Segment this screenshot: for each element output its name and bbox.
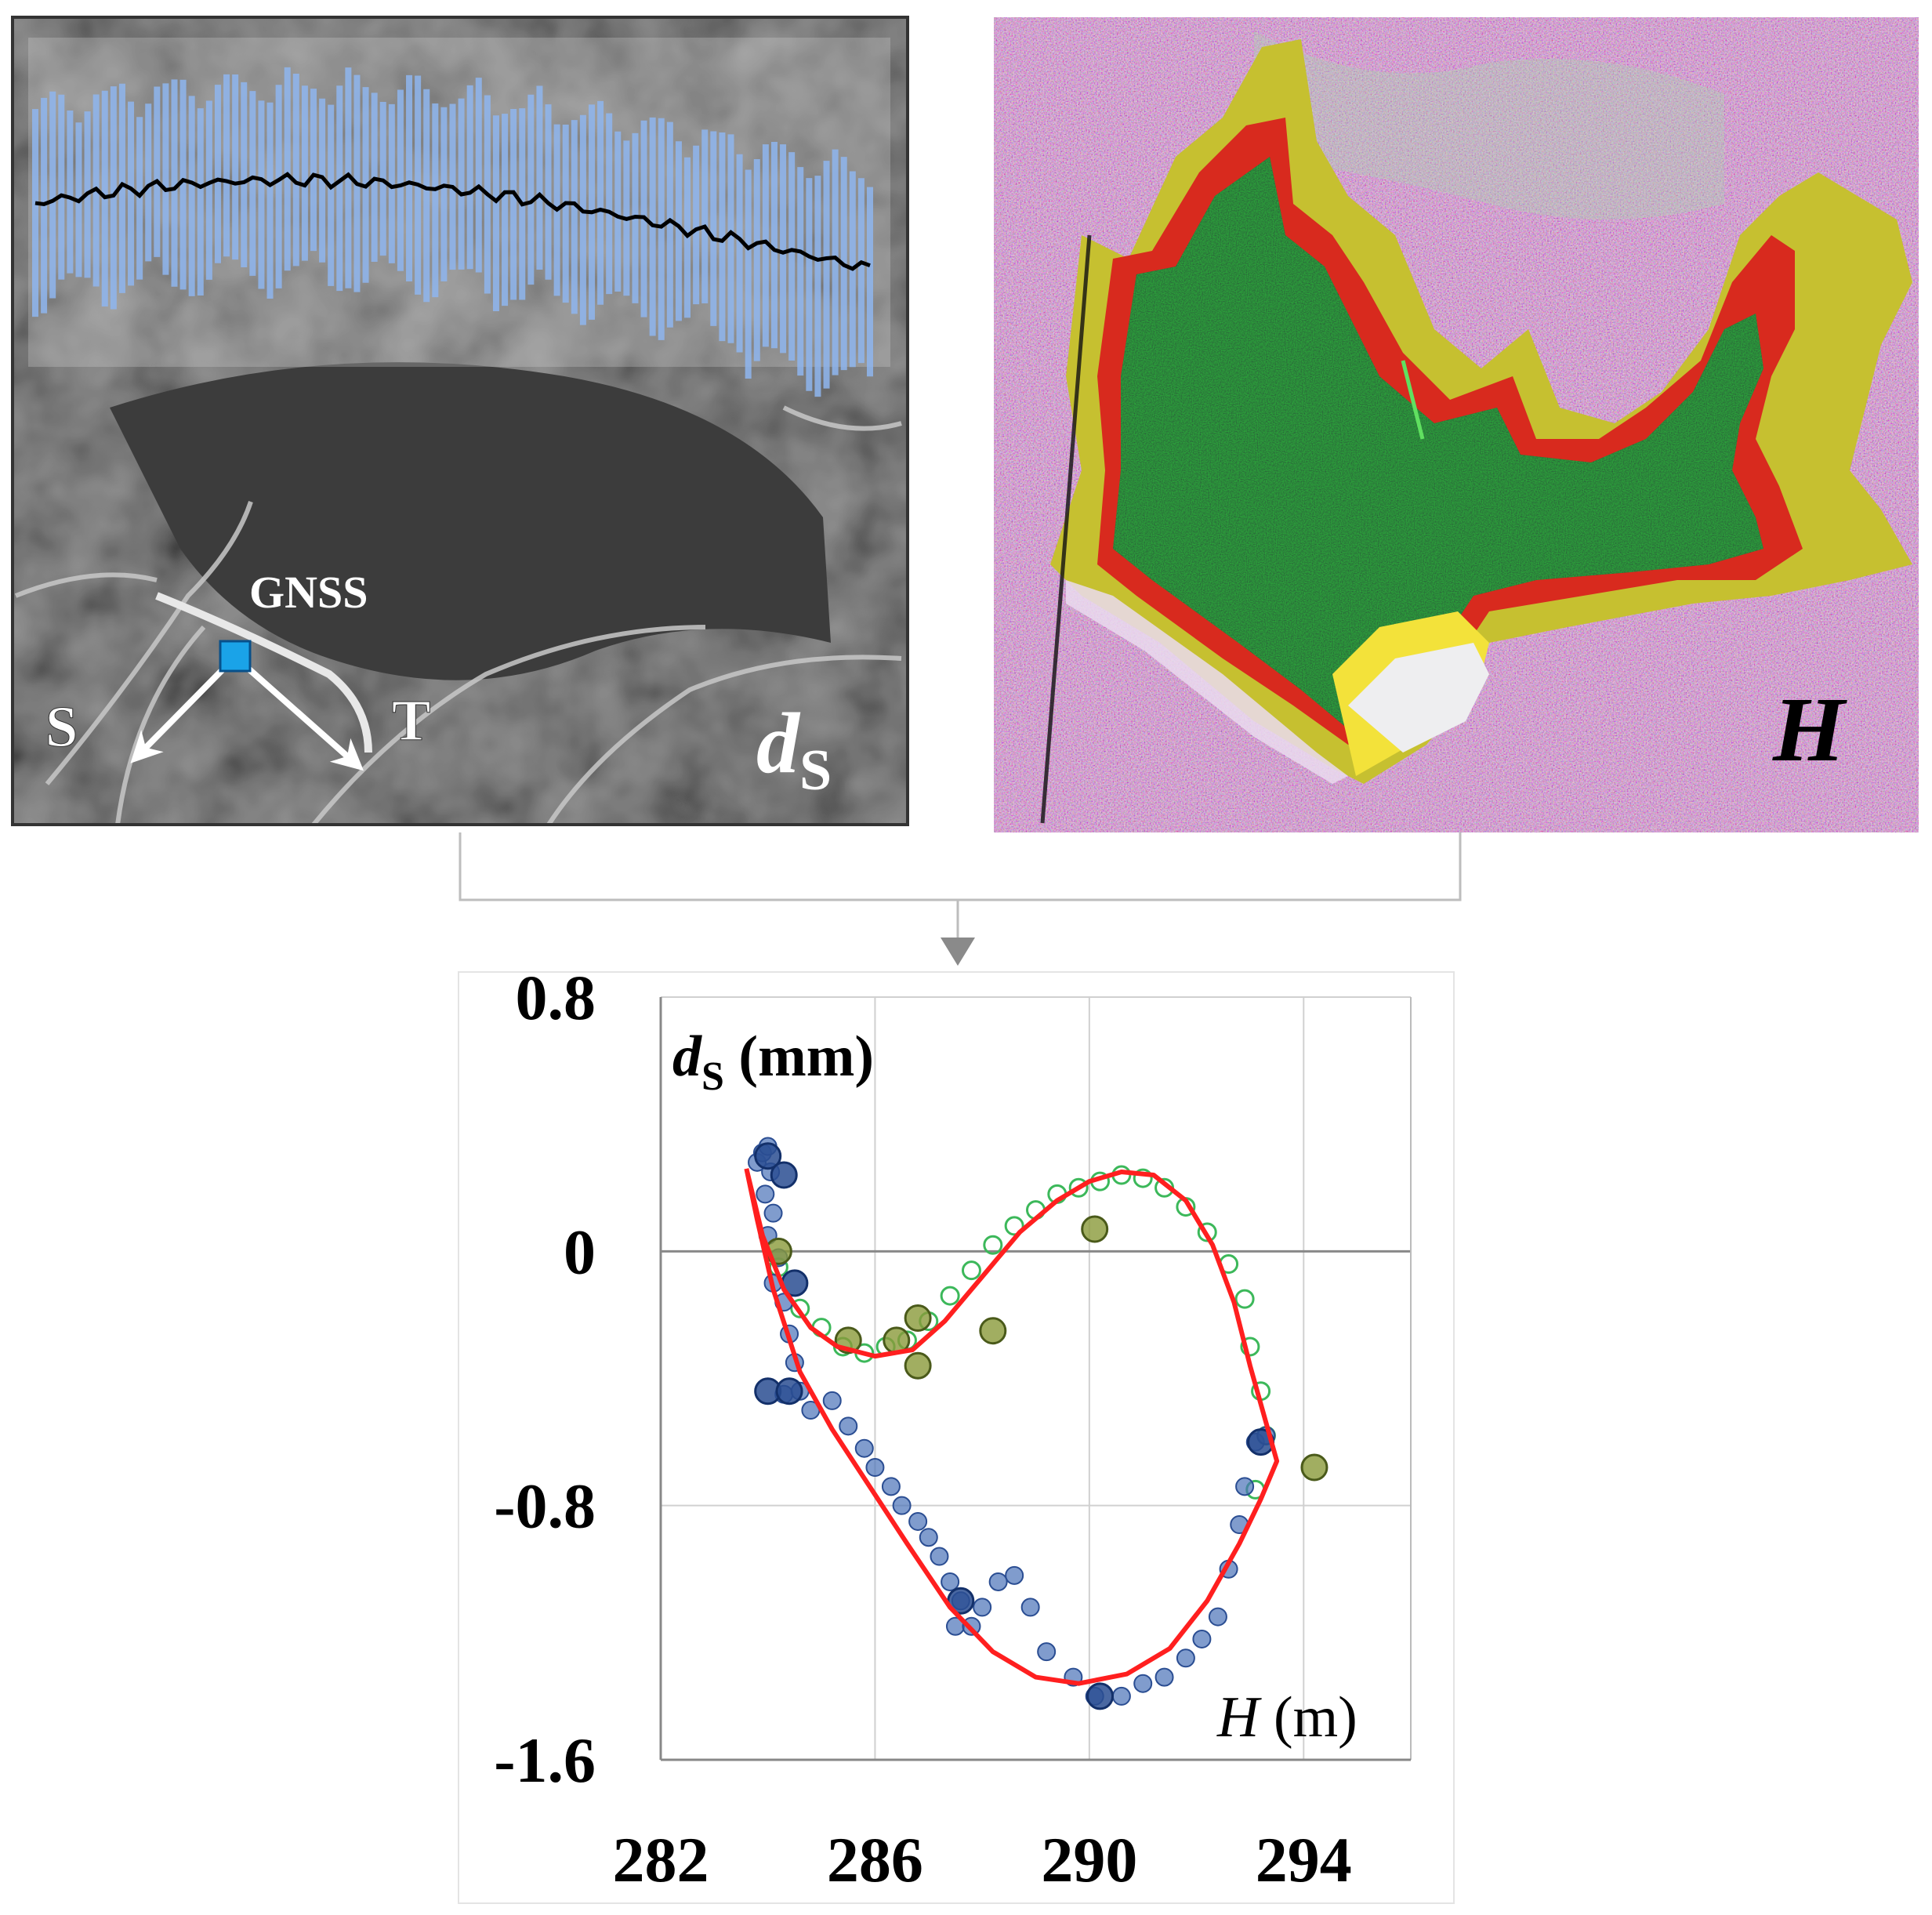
x-tick-label: 290 bbox=[1041, 1824, 1137, 1895]
reservoir-area bbox=[110, 362, 831, 680]
blue-point bbox=[1020, 1598, 1040, 1617]
green-point bbox=[790, 1298, 810, 1318]
blue-point bbox=[1111, 1686, 1131, 1706]
green-point bbox=[1133, 1168, 1153, 1188]
chart-frame bbox=[458, 971, 1455, 1904]
blue-large-point bbox=[770, 1161, 798, 1189]
green-point bbox=[1197, 1222, 1217, 1242]
y-tick-label: -0.8 bbox=[494, 1471, 596, 1542]
blue-point bbox=[1154, 1667, 1174, 1687]
green-point bbox=[1234, 1289, 1255, 1309]
gnss-label: GNSS bbox=[249, 567, 368, 618]
blue-point bbox=[892, 1496, 912, 1515]
olive-large-point bbox=[1081, 1215, 1109, 1243]
rgb-composite-panel: H bbox=[994, 17, 1919, 832]
t-label: T bbox=[392, 689, 430, 753]
blue-point bbox=[988, 1572, 1008, 1591]
green-point bbox=[940, 1286, 960, 1306]
gnss-station-icon bbox=[219, 640, 252, 673]
uncertainty-band bbox=[32, 67, 873, 397]
olive-large-point bbox=[979, 1317, 1007, 1345]
chart-grid bbox=[659, 996, 1412, 1761]
x-tick-label: 282 bbox=[613, 1824, 709, 1895]
y-axis-label: dS (mm) bbox=[672, 1025, 874, 1099]
olive-large-point bbox=[904, 1304, 932, 1332]
down-arrow-icon bbox=[941, 938, 975, 966]
green-point bbox=[961, 1260, 981, 1281]
x-tick-label: 286 bbox=[827, 1824, 923, 1895]
blue-point bbox=[930, 1547, 949, 1566]
green-point bbox=[1240, 1337, 1260, 1357]
y-tick-labels: 0.8 0 -0.8 -1.6 bbox=[494, 962, 596, 1796]
blue-large-point bbox=[1086, 1682, 1115, 1710]
olive-large-point bbox=[1300, 1453, 1328, 1482]
blue-point bbox=[1192, 1629, 1212, 1648]
x-tick-labels: 282 286 290 294 bbox=[613, 1824, 1352, 1895]
y-tick-label: 0.8 bbox=[516, 962, 596, 1033]
blue-point bbox=[973, 1598, 992, 1617]
gnss-marker-group: GNSS S T bbox=[45, 567, 431, 771]
blue-point bbox=[839, 1416, 858, 1436]
blue-point bbox=[1133, 1674, 1153, 1693]
green-point bbox=[1004, 1216, 1024, 1236]
blue-point bbox=[881, 1477, 901, 1496]
arrow-s bbox=[130, 655, 237, 763]
blue-point bbox=[763, 1203, 783, 1223]
h-corner-label: H bbox=[1772, 678, 1847, 781]
blue-point bbox=[865, 1458, 885, 1478]
ds-corner-label: dS bbox=[756, 695, 832, 803]
flow-connector bbox=[459, 832, 1462, 945]
green-point bbox=[983, 1235, 1003, 1255]
blue-point bbox=[854, 1438, 874, 1458]
blue-point bbox=[756, 1184, 775, 1204]
time-series-line bbox=[34, 172, 871, 271]
fitted-hysteresis-curve bbox=[744, 1168, 1280, 1686]
green-point bbox=[1068, 1177, 1089, 1198]
scatter-chart: 0.8 0 -0.8 -1.6 282 286 290 294 dS (mm) H (m) bbox=[458, 962, 1455, 1904]
s-label: S bbox=[45, 695, 78, 760]
blue-large-point bbox=[754, 1142, 782, 1170]
blue-point bbox=[908, 1511, 928, 1531]
y-tick-label: -1.6 bbox=[494, 1725, 596, 1796]
blue-point bbox=[1037, 1642, 1057, 1662]
y-tick-label: 0 bbox=[564, 1216, 596, 1287]
aerial-image-panel: GNSS S T dS bbox=[11, 16, 909, 826]
x-tick-label: 294 bbox=[1256, 1824, 1352, 1895]
blue-large-point bbox=[775, 1377, 803, 1405]
blue-point bbox=[941, 1572, 960, 1591]
blue-point bbox=[1176, 1648, 1195, 1668]
blue-point bbox=[919, 1528, 938, 1547]
roads bbox=[14, 405, 902, 826]
olive-large-point bbox=[904, 1351, 932, 1380]
dam-crest bbox=[155, 592, 372, 753]
blue-point bbox=[1235, 1477, 1255, 1496]
x-axis-label: H (m) bbox=[1216, 1685, 1357, 1750]
blue-point bbox=[1005, 1565, 1024, 1585]
blue-point bbox=[1208, 1607, 1227, 1627]
arrow-t bbox=[233, 655, 364, 771]
blue-point bbox=[822, 1391, 842, 1410]
